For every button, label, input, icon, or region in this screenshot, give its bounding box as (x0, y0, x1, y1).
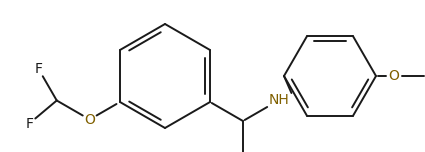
Text: O: O (84, 112, 95, 126)
Text: O: O (388, 69, 399, 83)
Text: NH: NH (269, 93, 290, 107)
Text: F: F (35, 62, 43, 76)
Text: F: F (25, 117, 33, 131)
